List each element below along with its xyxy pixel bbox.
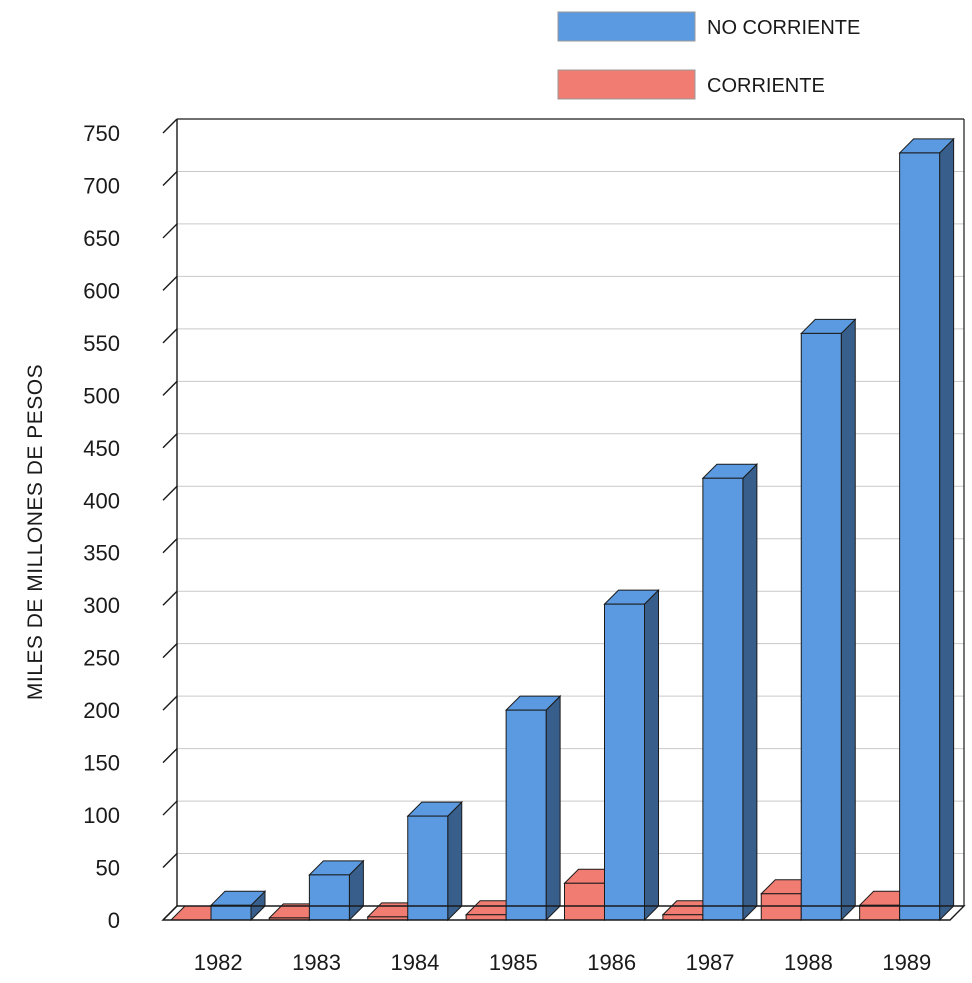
x-tick-label: 1989 bbox=[882, 950, 931, 975]
bar-front bbox=[465, 914, 507, 921]
y-tick-label: 700 bbox=[83, 173, 120, 198]
bar-front bbox=[564, 882, 605, 921]
bar-front bbox=[604, 603, 645, 921]
y-tick-label: 200 bbox=[83, 698, 120, 723]
bar-side bbox=[545, 694, 561, 922]
bar-front bbox=[505, 709, 547, 921]
y-tick-label: 450 bbox=[83, 436, 120, 461]
floor bbox=[161, 905, 966, 921]
y-tick-label: 650 bbox=[83, 226, 120, 251]
y-tick-mark bbox=[162, 538, 178, 554]
y-tick-mark bbox=[162, 485, 178, 501]
y-tick-mark bbox=[162, 748, 178, 764]
bar-front bbox=[210, 904, 252, 921]
legend-swatch bbox=[557, 11, 696, 42]
legend-swatch bbox=[557, 69, 696, 100]
y-tick-mark bbox=[162, 643, 178, 659]
y-tick-label: 350 bbox=[83, 541, 120, 566]
bar-front bbox=[899, 152, 941, 921]
bar-side bbox=[840, 318, 856, 922]
y-tick-mark bbox=[162, 223, 178, 239]
y-tick-mark bbox=[162, 695, 178, 711]
y-tick-label: 750 bbox=[83, 121, 120, 146]
x-tick-label: 1986 bbox=[587, 950, 636, 975]
y-tick-label: 300 bbox=[83, 593, 120, 618]
y-tick-mark bbox=[162, 118, 178, 134]
bar-side bbox=[742, 463, 758, 922]
legend: NO CORRIENTE CORRIENTE bbox=[557, 11, 860, 100]
y-tick-label: 500 bbox=[83, 383, 120, 408]
y-tick-mark bbox=[162, 380, 178, 396]
x-tick-label: 1984 bbox=[390, 950, 439, 975]
bar bbox=[308, 859, 365, 922]
bar bbox=[898, 137, 955, 922]
y-tick-label: 550 bbox=[83, 331, 120, 356]
bars-layer bbox=[169, 137, 955, 922]
bar bbox=[701, 463, 759, 922]
y-tick-label: 0 bbox=[108, 908, 120, 933]
y-tick-label: 150 bbox=[83, 751, 120, 776]
grid-layer bbox=[177, 118, 964, 907]
bar bbox=[504, 694, 562, 922]
x-tick-label: 1982 bbox=[194, 950, 243, 975]
x-tick-label: 1985 bbox=[489, 950, 538, 975]
x-tick-label: 1987 bbox=[686, 950, 735, 975]
legend-label: CORRIENTE bbox=[707, 75, 825, 97]
bar-front bbox=[859, 904, 901, 921]
y-tick-mark bbox=[162, 433, 178, 449]
x-tick-label: 1983 bbox=[292, 950, 341, 975]
y-tick-label: 600 bbox=[83, 278, 120, 303]
bar-front bbox=[702, 477, 744, 921]
x-tick-label: 1988 bbox=[784, 950, 833, 975]
y-tick-mark bbox=[162, 170, 178, 186]
bar bbox=[603, 588, 660, 922]
bar-side bbox=[644, 588, 659, 922]
legend-label: NO CORRIENTE bbox=[707, 17, 860, 39]
y-tick-mark bbox=[162, 800, 178, 816]
y-tick-mark bbox=[162, 328, 178, 344]
y-tick-label: 250 bbox=[83, 646, 120, 671]
bar bbox=[800, 318, 857, 922]
bar-front bbox=[407, 815, 449, 921]
bar bbox=[406, 800, 463, 922]
bar-front bbox=[800, 332, 842, 921]
bar-front bbox=[662, 914, 704, 921]
y-tick-mark bbox=[162, 590, 178, 606]
axis-layer: 0 50 100 150 200 250 300 350 400 450 500 550 600 650 7… bbox=[83, 118, 966, 975]
y-tick-label: 400 bbox=[83, 488, 120, 513]
bar-front bbox=[308, 874, 350, 921]
y-tick-mark bbox=[162, 275, 178, 291]
bar-side bbox=[939, 137, 955, 922]
y-tick-mark bbox=[162, 853, 178, 869]
bar-side bbox=[447, 800, 463, 922]
y-axis-title: MILES DE MILLONES DE PESOS bbox=[24, 364, 47, 700]
bar-front bbox=[760, 893, 802, 921]
y-tick-label: 50 bbox=[96, 856, 120, 881]
y-tick-label: 100 bbox=[83, 803, 120, 828]
bar bbox=[209, 890, 267, 922]
